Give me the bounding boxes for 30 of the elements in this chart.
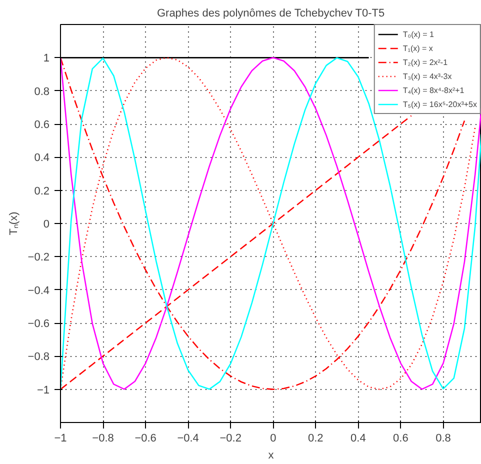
x-tick-label: −0.6: [134, 432, 156, 444]
y-tick-label: −0.4: [28, 284, 50, 297]
y-tick-label: 0.2: [34, 185, 50, 198]
y-tick-label: 0.4: [34, 152, 50, 164]
x-tick-label: 0.2: [308, 432, 324, 444]
legend-label: T₂(x) = 2x²-1: [402, 56, 448, 68]
y-axis-title: Tₙ(x): [8, 212, 20, 236]
x-tick-label: 0.6: [393, 432, 408, 444]
chart-title: Graphes des polynômes de Tchebychev T0-T5: [156, 8, 385, 20]
y-tick-label: 0: [43, 218, 50, 230]
legend-label: T₃(x) = 4x³-3x: [402, 70, 452, 82]
legend-label: T₁(x) = x: [402, 42, 433, 54]
legend-label: T₅(x) = 16x⁵-20x³+5x: [402, 98, 477, 110]
x-tick-label: 0.4: [350, 432, 366, 444]
x-tick-label: −1: [54, 432, 67, 444]
y-tick-label: −0.6: [28, 318, 50, 330]
x-tick-label: −0.2: [220, 432, 242, 444]
y-tick-label: 0.8: [34, 86, 50, 98]
legend-label: T₀(x) = 1: [402, 28, 434, 40]
legend-label: T₄(x) = 8x⁴-8x²+1: [402, 84, 464, 96]
y-tick-label: −1: [36, 384, 50, 396]
y-tick-label: 0.6: [34, 119, 50, 131]
x-tick-label: −0.8: [92, 432, 114, 444]
x-tick-label: −0.4: [177, 432, 199, 444]
y-tick-label: −0.2: [28, 252, 50, 264]
x-tick-label: 0.8: [436, 432, 451, 444]
x-axis-title: x: [268, 450, 274, 462]
y-tick-label: −0.8: [28, 351, 50, 364]
y-tick-label: 1: [43, 52, 50, 65]
x-tick-label: 0: [270, 432, 276, 444]
